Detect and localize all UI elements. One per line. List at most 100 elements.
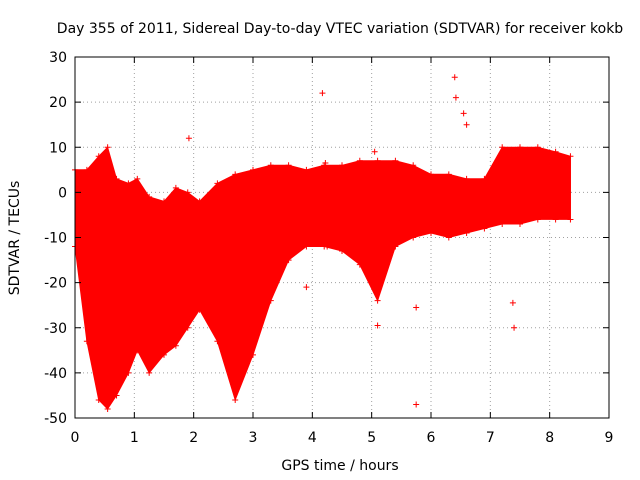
y-tick-label: -30 <box>44 321 67 337</box>
outlier-point <box>374 322 381 329</box>
x-tick-label: 6 <box>427 430 436 446</box>
x-tick-label: 7 <box>486 430 495 446</box>
data-point <box>250 166 256 173</box>
data-point <box>267 162 274 169</box>
data-point <box>161 351 167 358</box>
y-tick-label: -20 <box>44 276 67 292</box>
outlier-point <box>509 299 516 306</box>
outlier-point <box>371 148 378 155</box>
data-point <box>285 162 292 169</box>
data-point <box>214 180 221 187</box>
outlier-point <box>460 110 467 117</box>
ticks <box>74 56 610 419</box>
data-point <box>410 234 417 241</box>
x-tick-label: 2 <box>189 430 198 446</box>
data-point <box>134 175 141 182</box>
data-point <box>374 157 381 164</box>
y-tick-label: 10 <box>49 140 67 156</box>
data-point <box>392 243 399 250</box>
data-point <box>83 166 90 173</box>
data-point <box>214 338 221 345</box>
data-point <box>445 171 452 178</box>
outlier-point <box>413 401 420 408</box>
data-point <box>534 216 541 223</box>
data-point <box>113 175 120 182</box>
data-point <box>481 175 488 182</box>
x-axis-label: GPS time / hours <box>281 458 398 474</box>
data-point <box>134 347 141 354</box>
data-point <box>499 144 506 151</box>
data-point <box>161 198 167 205</box>
data-point <box>146 193 153 200</box>
data-point <box>172 342 179 349</box>
data-point <box>481 225 488 232</box>
data-point <box>184 324 191 331</box>
x-tick-label: 3 <box>249 430 258 446</box>
data-point <box>232 396 239 403</box>
data-point <box>104 405 111 412</box>
data-point <box>303 166 310 173</box>
x-tick-label: 1 <box>130 430 139 446</box>
y-tick-label: -40 <box>44 366 67 382</box>
outlier-point <box>319 90 326 97</box>
x-tick-label: 0 <box>71 430 80 446</box>
data-point <box>83 338 90 345</box>
data-point <box>374 297 381 304</box>
x-tick-labels: 0 1 2 3 4 5 6 7 8 9 <box>71 430 614 446</box>
outlier-point <box>452 94 459 101</box>
y-tick-label: 0 <box>58 185 67 201</box>
data-point <box>285 257 292 264</box>
data-point <box>125 369 132 376</box>
outlier-point <box>451 74 458 81</box>
data-point <box>499 220 506 227</box>
data-point <box>567 216 574 223</box>
data-point <box>95 153 102 160</box>
data-point <box>250 351 256 358</box>
data-area <box>72 74 574 412</box>
data-point <box>232 171 239 178</box>
data-point <box>445 234 452 241</box>
data-point <box>463 229 470 236</box>
y-tick-label: 30 <box>49 50 67 66</box>
data-point <box>463 175 470 182</box>
y-tick-label: -10 <box>44 231 67 247</box>
y-tick-labels: -50 -40 -30 -20 -10 0 10 20 30 <box>44 50 67 427</box>
data-point <box>196 306 203 313</box>
outlier-point <box>463 121 470 128</box>
data-point <box>517 220 523 227</box>
data-point <box>267 297 274 304</box>
data-point <box>428 229 434 236</box>
data-point <box>104 144 111 151</box>
outlier-point <box>185 135 192 142</box>
data-point <box>552 148 559 155</box>
data-point <box>113 392 120 399</box>
x-tick-label: 4 <box>308 430 317 446</box>
outlier-point <box>413 304 420 311</box>
chart-title: Day 355 of 2011, Sidereal Day-to-day VTE… <box>57 21 623 37</box>
data-point <box>534 144 541 151</box>
data-point <box>196 198 203 205</box>
data-point <box>517 144 523 151</box>
data-point <box>339 162 345 169</box>
outlier-point <box>324 243 331 250</box>
data-point <box>172 184 179 191</box>
y-axis-label: SDTVAR / TECUs <box>7 181 23 296</box>
data-point <box>428 171 434 178</box>
data-point <box>339 248 345 255</box>
data-point <box>125 180 132 187</box>
data-point <box>567 153 574 160</box>
data-point <box>552 216 559 223</box>
outlier-point <box>511 324 518 331</box>
data-point <box>184 189 191 196</box>
x-tick-label: 8 <box>545 430 554 446</box>
data-point <box>392 157 399 164</box>
data-point <box>410 162 417 169</box>
y-tick-label: -50 <box>44 411 67 427</box>
data-point <box>95 396 102 403</box>
data-point <box>303 243 310 250</box>
x-tick-label: 9 <box>605 430 614 446</box>
data-point <box>146 369 153 376</box>
outlier-point <box>322 160 329 167</box>
y-tick-label: 20 <box>49 95 67 111</box>
